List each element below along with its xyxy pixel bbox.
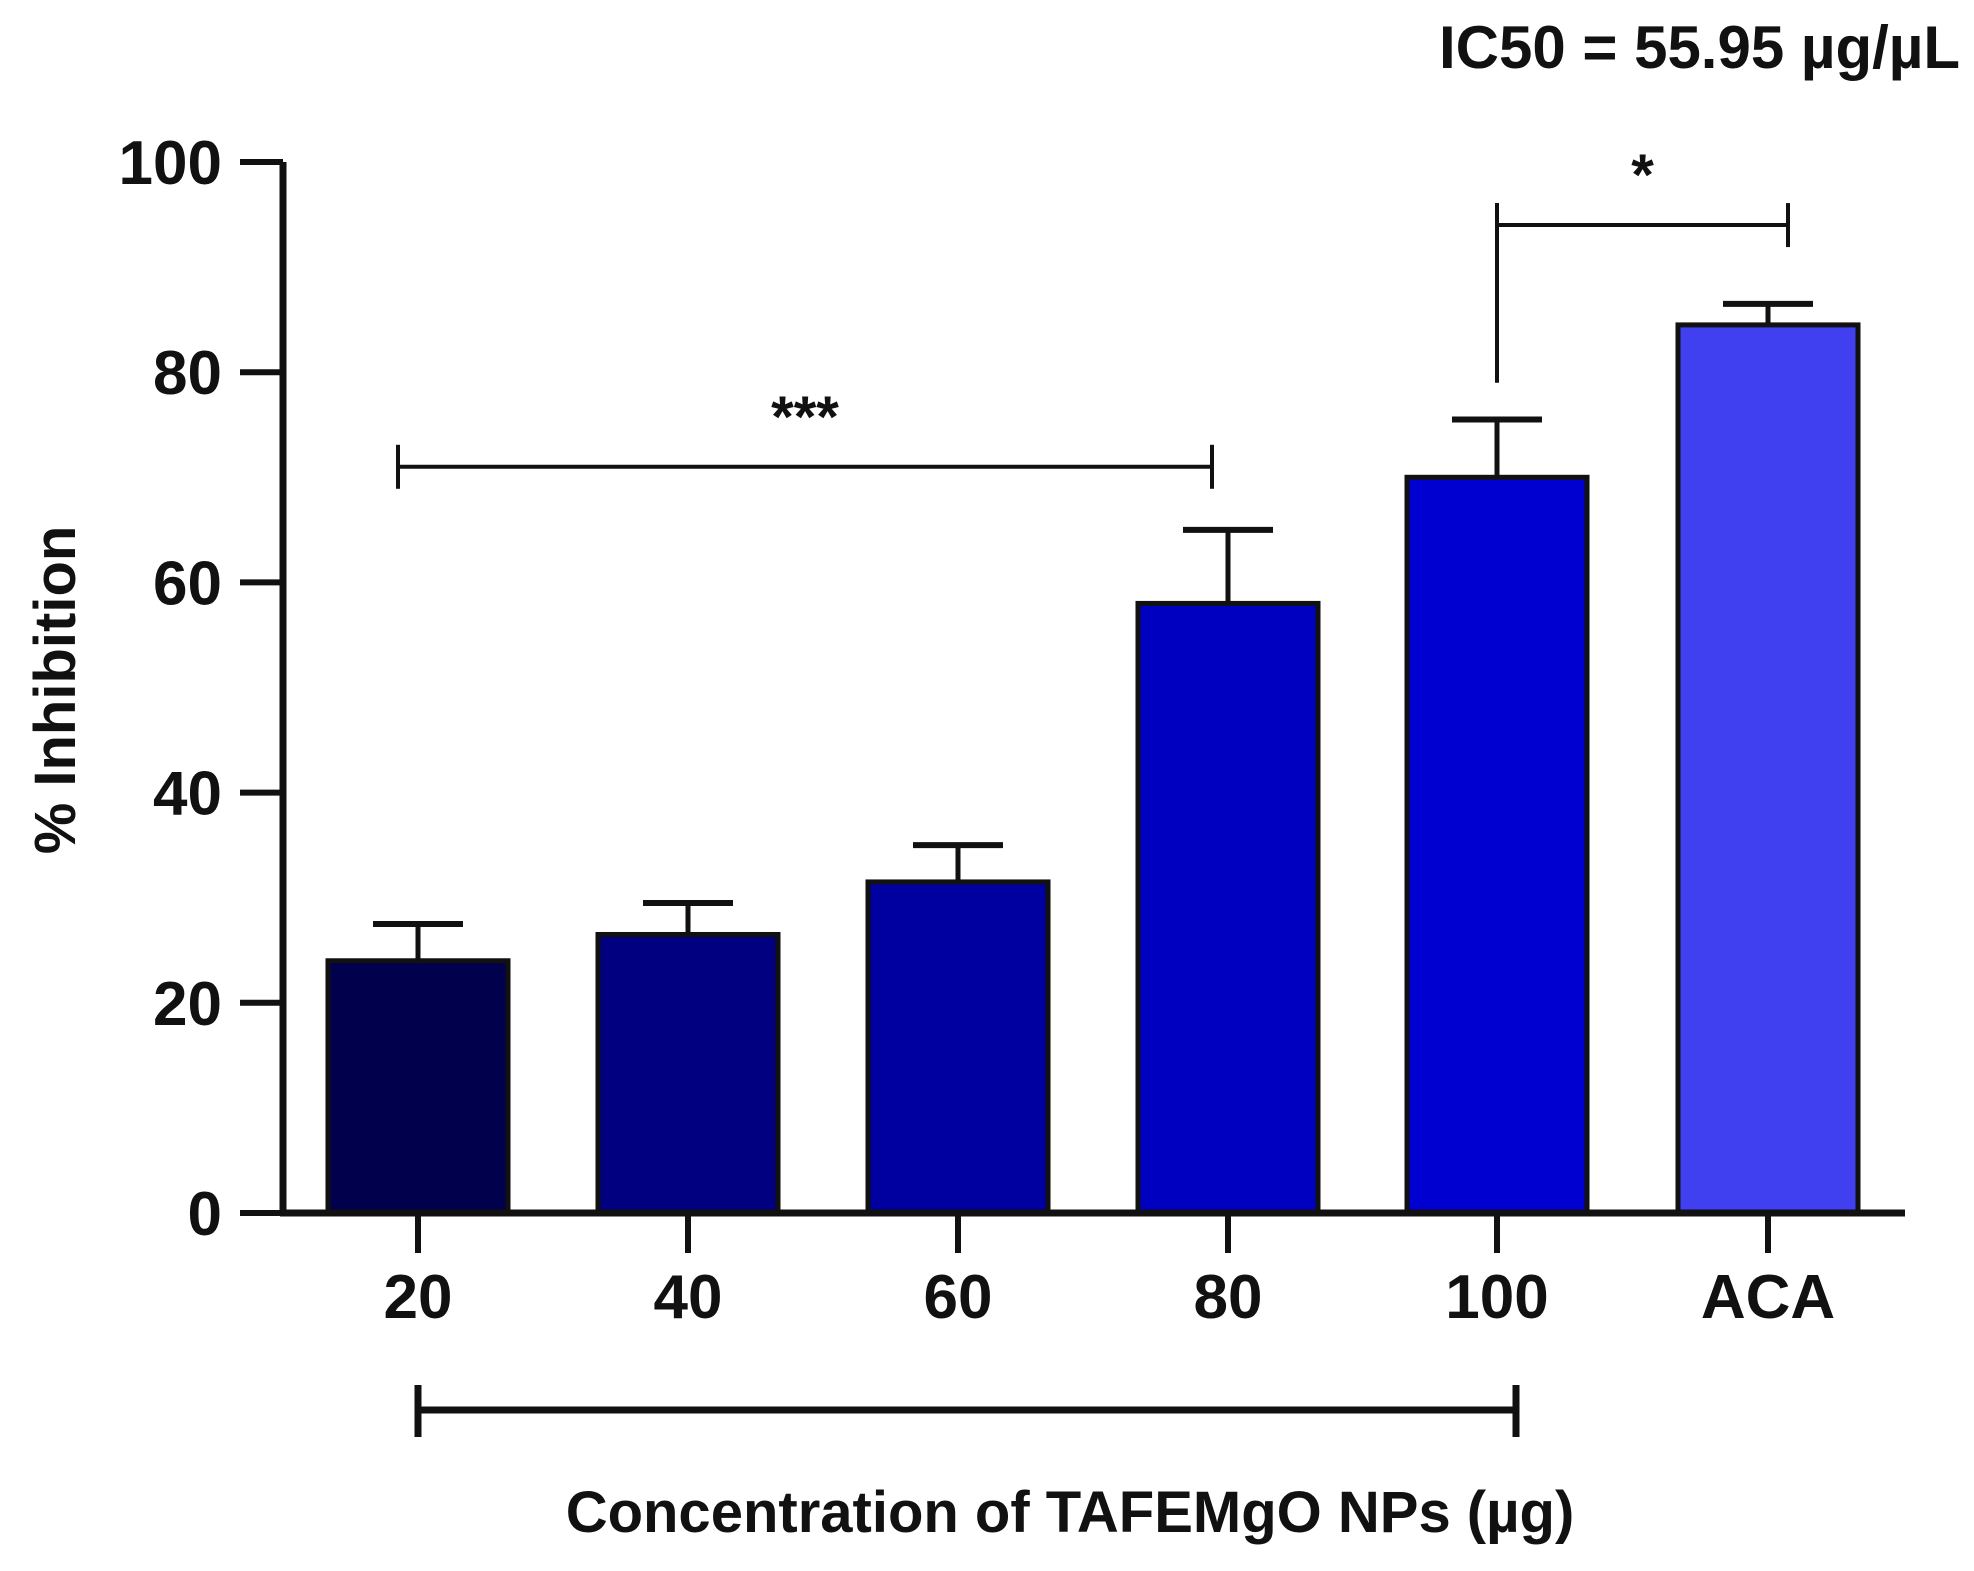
ic50-annotation: IC50 = 55.95 µg/µL <box>1439 14 1960 81</box>
y-tick-label-0: 0 <box>188 1180 222 1249</box>
x-tick-label-40: 40 <box>654 1263 723 1332</box>
x-tick-label-20: 20 <box>384 1263 453 1332</box>
significance-label-2: * <box>1631 143 1654 208</box>
y-tick-label-60: 60 <box>153 549 222 618</box>
bar-80 <box>1135 600 1321 1216</box>
x-ticks-group: 20 40 60 80 100 ACA <box>384 1213 1835 1332</box>
x-tick-label-ACA: ACA <box>1701 1263 1835 1332</box>
bar-100 <box>1404 474 1590 1216</box>
bars-group <box>325 322 1861 1216</box>
x-tick-label-60: 60 <box>924 1263 993 1332</box>
y-axis-title: % Inhibition <box>23 526 88 855</box>
error-bars-group <box>373 300 1813 961</box>
y-tick-label-40: 40 <box>153 760 222 829</box>
x-tick-label-80: 80 <box>1194 1263 1263 1332</box>
bar-40 <box>595 931 781 1216</box>
bar-ACA <box>1675 322 1861 1216</box>
bar-60 <box>865 879 1051 1216</box>
significance-group: **** <box>396 143 1790 489</box>
bar-20 <box>325 958 511 1216</box>
y-tick-label-20: 20 <box>153 970 222 1039</box>
x-tick-label-100: 100 <box>1445 1263 1548 1332</box>
y-ticks-group: 0 20 40 60 80 100 <box>119 129 283 1249</box>
y-tick-label-80: 80 <box>153 339 222 408</box>
x-axis-title: Concentration of TAFEMgO NPs (µg) <box>566 1480 1575 1545</box>
significance-label-1: *** <box>771 385 839 450</box>
y-tick-label-100: 100 <box>119 129 222 198</box>
